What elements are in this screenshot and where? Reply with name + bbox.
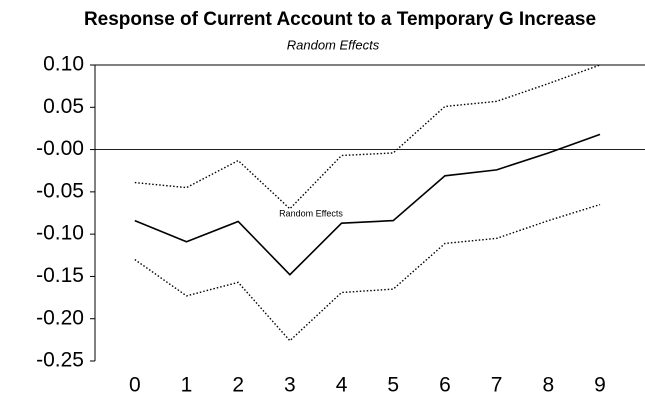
x-tick-label: 0 bbox=[129, 374, 141, 397]
x-tick-label: 3 bbox=[284, 374, 296, 397]
chart-title: Response of Current Account to a Tempora… bbox=[84, 9, 596, 30]
response-line bbox=[134, 133, 601, 276]
x-tick-label: 7 bbox=[491, 374, 503, 397]
y-tick-label: -0.00 bbox=[36, 137, 84, 160]
y-tick-label: 0.05 bbox=[43, 95, 84, 118]
band-line bbox=[134, 203, 601, 342]
chart-subtitle: Random Effects bbox=[287, 37, 380, 52]
y-tick-label: -0.25 bbox=[36, 349, 84, 372]
x-tick-label: 5 bbox=[387, 374, 399, 397]
x-tick-label: 6 bbox=[439, 374, 451, 397]
x-tick-label: 1 bbox=[181, 374, 193, 397]
annotation: Random Effects bbox=[279, 208, 343, 218]
y-tick-label: 0.10 bbox=[43, 53, 84, 76]
x-tick-label: 9 bbox=[594, 374, 606, 397]
y-tick-label: -0.05 bbox=[36, 179, 84, 202]
x-tick-label: 2 bbox=[232, 374, 244, 397]
y-tick-label: -0.20 bbox=[36, 306, 84, 329]
x-tick-label: 4 bbox=[336, 374, 348, 397]
band-line bbox=[134, 64, 601, 210]
y-tick-label: -0.15 bbox=[36, 264, 84, 287]
y-tick-label: -0.10 bbox=[36, 222, 84, 245]
x-tick-label: 8 bbox=[542, 374, 554, 397]
